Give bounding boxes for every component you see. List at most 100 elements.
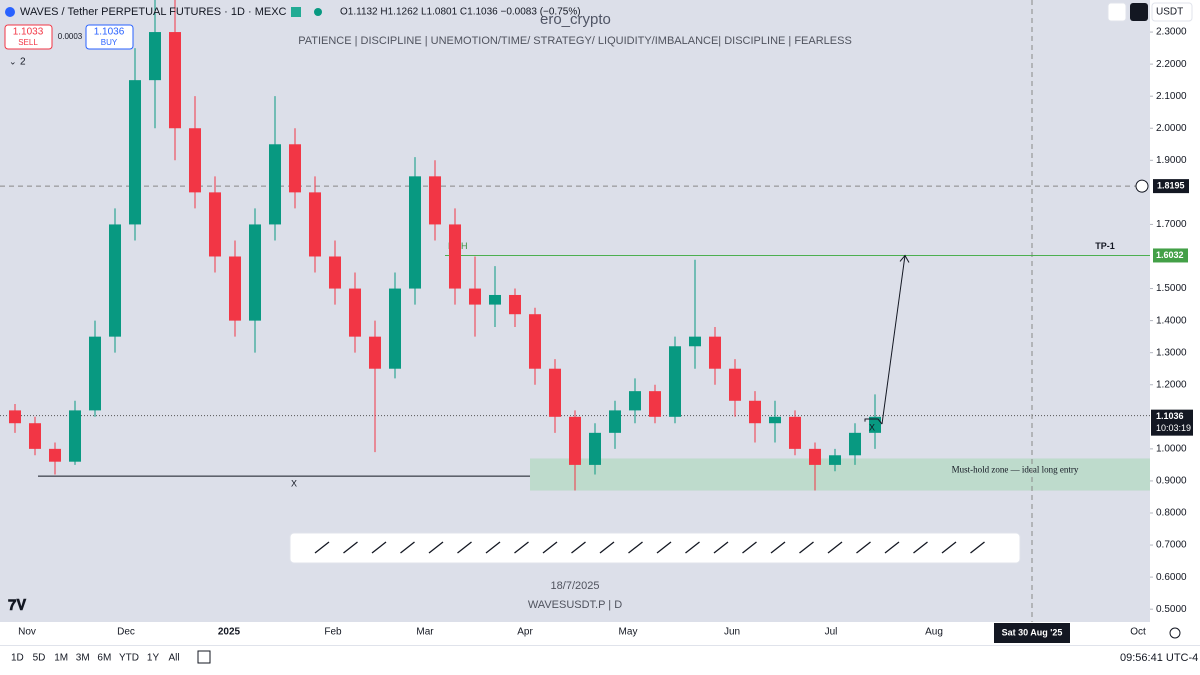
sell-price: 1.1033 [13, 27, 44, 38]
candle-body [89, 336, 101, 411]
y-tick-label: 0.5000 [1156, 604, 1187, 615]
y-tick-label: 0.6000 [1156, 572, 1187, 583]
candle-body [489, 294, 501, 305]
candle-body [369, 336, 381, 369]
ohlc: O1.1132 H1.1262 L1.0801 C1.1036 −0.0083 … [340, 7, 581, 18]
scroll-button[interactable] [1107, 2, 1127, 22]
toolbar [289, 532, 1021, 564]
candle-body [609, 410, 621, 433]
range-button[interactable]: 5D [33, 653, 46, 664]
tool-icon [628, 541, 643, 554]
tool-icon [599, 541, 615, 554]
candle-body [849, 432, 861, 456]
range-button[interactable]: YTD [119, 653, 139, 664]
tool-icon [542, 541, 558, 554]
candle-body [429, 176, 441, 225]
candle-body [169, 32, 181, 129]
current-tag-label: 1.1036 [1156, 411, 1184, 421]
camera-button[interactable] [1130, 3, 1148, 21]
settings[interactable] [1169, 627, 1181, 639]
support-label: X [291, 478, 297, 488]
y-tick-label: 0.9000 [1156, 476, 1187, 487]
date-range-button[interactable] [197, 650, 211, 664]
tool-icon [970, 541, 985, 554]
crosshair-tag [1153, 179, 1189, 194]
zone-label: Must-hold zone — ideal long entry [952, 465, 1079, 475]
range-button[interactable]: 1M [54, 653, 68, 664]
candle-body [749, 400, 761, 424]
plot: Must-hold zone — ideal long entryXEQHTP-… [0, 0, 1150, 622]
x-tick-label: Jun [724, 627, 740, 638]
buy-button[interactable] [85, 24, 134, 50]
range-button[interactable]: 1Y [147, 653, 160, 664]
range-button[interactable]: 1D [11, 653, 24, 664]
y-tick-label: 2.0000 [1156, 123, 1187, 134]
sell-button[interactable] [4, 24, 53, 50]
candle-body [829, 455, 841, 465]
tool-icon [571, 541, 586, 554]
candle-body [449, 224, 461, 289]
candle-body [109, 224, 121, 337]
symbol-stamp: WAVESUSDT.P | D [528, 599, 622, 611]
tool-icon [685, 541, 700, 554]
tool-icon [485, 541, 501, 554]
tp-label: TP-1 [1095, 241, 1115, 251]
retest-path [864, 418, 883, 425]
candle-body [649, 391, 661, 417]
x-tick-label: May [619, 627, 638, 638]
y-tick-label: 1.0000 [1156, 444, 1187, 455]
add-alert [1135, 179, 1149, 193]
candle-body [589, 432, 601, 465]
x-tick-label: Dec [117, 627, 135, 638]
buy-price: 1.1036 [94, 27, 125, 38]
countdown: 10:03:19 [1156, 423, 1191, 433]
tool-icon [428, 541, 444, 554]
price-axis [1150, 0, 1200, 645]
projection-arrow [881, 255, 906, 425]
candle-body [229, 256, 241, 321]
date-tag-label: Sat 30 Aug '25 [1002, 627, 1063, 637]
range-button[interactable]: 3M [76, 653, 90, 664]
range-button[interactable]: All [169, 653, 180, 664]
clock: 09:56:41 UTC-4 [1120, 652, 1198, 664]
currency-button[interactable] [1151, 2, 1193, 22]
indicator-toggle[interactable]: ⌄ [9, 56, 17, 66]
y-tick-label: 1.2000 [1156, 379, 1187, 390]
y-tick-label: 1.3000 [1156, 347, 1187, 358]
tool-icon [941, 541, 957, 554]
tool-icon [884, 541, 900, 554]
candle-body [509, 294, 521, 315]
candle-body [129, 80, 141, 225]
plot-area [0, 0, 1150, 622]
x-tick-label: Aug [925, 627, 943, 638]
status-icon [291, 7, 301, 17]
currency: USDT [1156, 7, 1183, 18]
x-tick-label: Feb [324, 627, 342, 638]
y-tick-label: 1.4000 [1156, 315, 1187, 326]
y-tick-label: 1.9000 [1156, 155, 1187, 166]
y-tick-label: 2.1000 [1156, 91, 1187, 102]
candle-body [209, 192, 221, 257]
candle-body [529, 314, 541, 369]
tool-icon [457, 541, 472, 554]
tool-icon [314, 541, 330, 554]
tool-icon [799, 541, 814, 554]
date-stamp: 18/7/2025 [551, 580, 600, 592]
candle-body [629, 391, 641, 411]
retest-label: X [869, 422, 875, 432]
indicator-count[interactable]: 2 [20, 57, 26, 68]
candle-body [389, 288, 401, 369]
tool-icon [656, 541, 672, 554]
candle-body [309, 192, 321, 257]
x-tick-label: Mar [416, 627, 434, 638]
tool-icon [913, 541, 928, 554]
tool-icon [827, 541, 843, 554]
footer: 1D 5D 1M 3M 6M YTD 1Y All [11, 653, 180, 664]
logo: 𝟕𝐕 [8, 597, 27, 614]
range-button[interactable]: 6M [97, 653, 111, 664]
x-tick-label: Apr [517, 627, 533, 638]
candle-body [869, 416, 881, 433]
x-tick-label: 2025 [218, 627, 241, 638]
tool-icon [371, 541, 387, 554]
